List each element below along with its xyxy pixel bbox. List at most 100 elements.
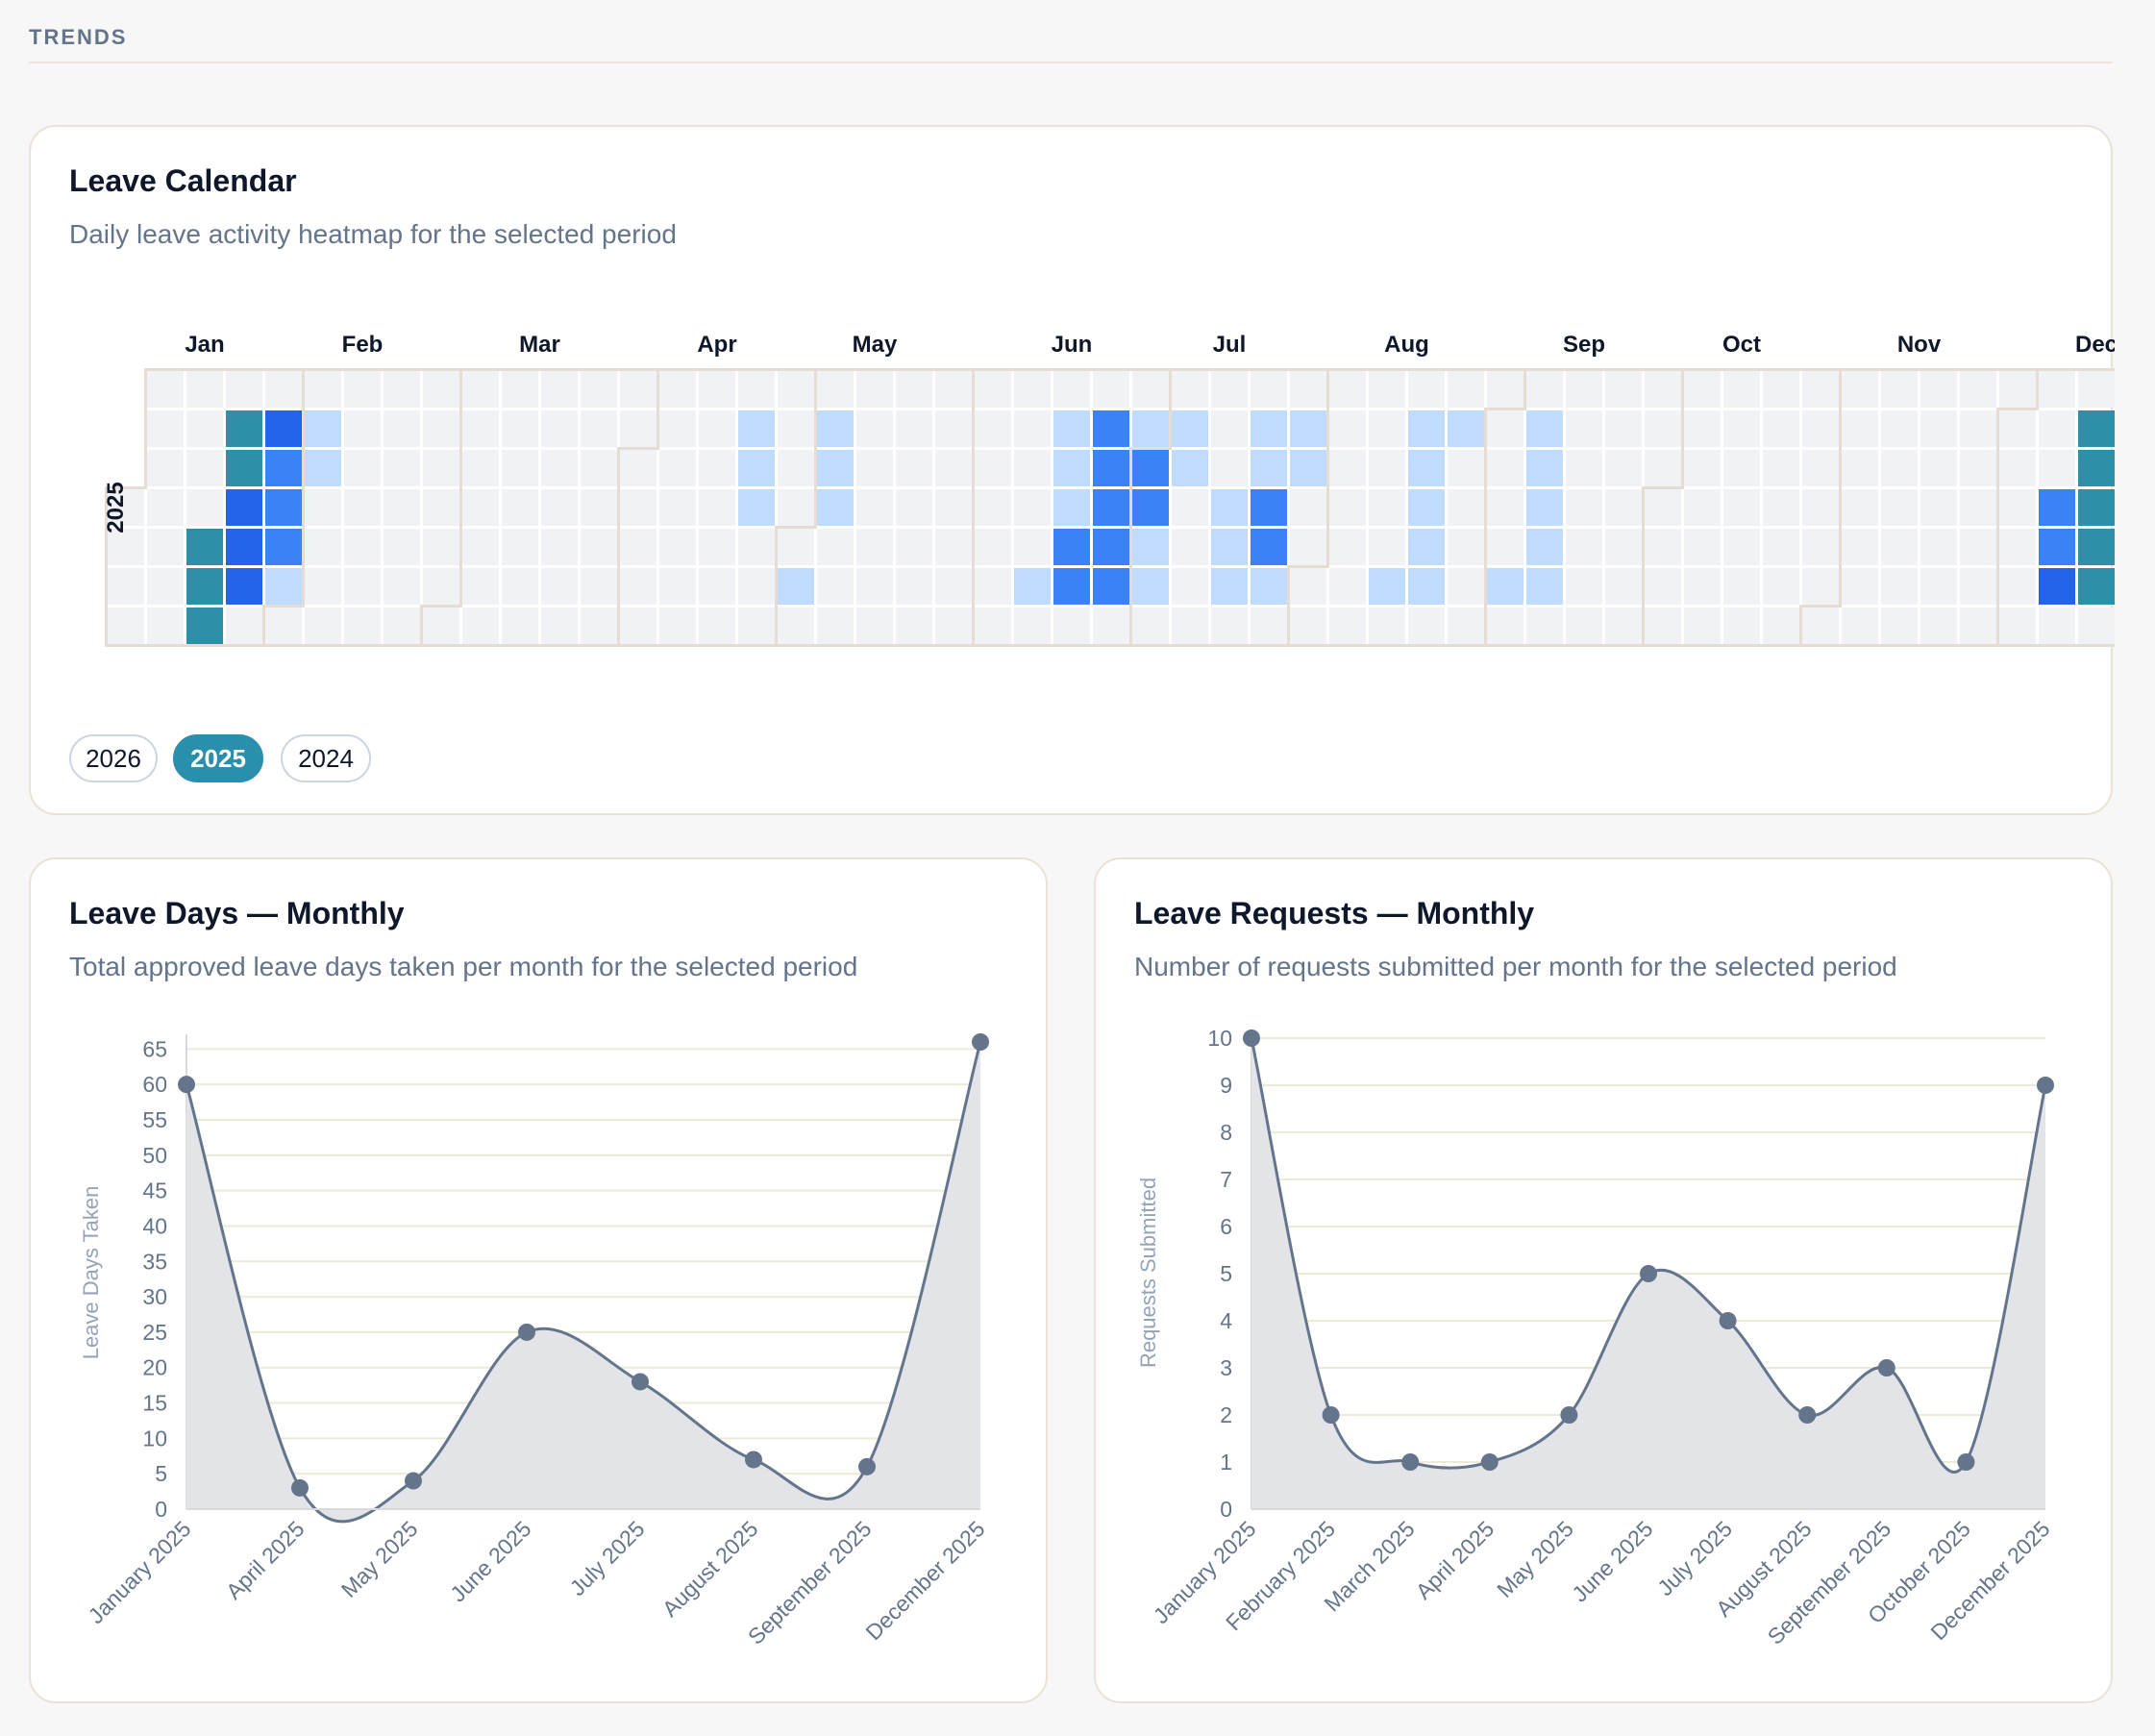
day-cell <box>935 489 972 526</box>
day-cell <box>1960 529 1996 565</box>
day-cell <box>186 608 223 644</box>
day-cell <box>1920 410 1957 447</box>
day-cell <box>896 371 932 408</box>
year-pill-2025[interactable]: 2025 <box>173 734 263 782</box>
day-cell <box>1251 568 1287 605</box>
day-cell <box>2039 529 2075 565</box>
day-cell <box>1290 410 1326 447</box>
day-cell <box>541 450 578 486</box>
day-cell <box>1842 608 1878 644</box>
day-cell <box>305 410 341 447</box>
day-cell <box>2039 371 2075 408</box>
day-cell <box>1920 568 1957 605</box>
card-subtitle: Number of requests submitted per month f… <box>1134 952 1897 981</box>
day-cell <box>305 608 341 644</box>
data-point <box>178 1076 195 1094</box>
day-cell <box>620 450 656 486</box>
day-cell <box>778 568 814 605</box>
section-title: TRENDS <box>29 25 128 49</box>
day-cell <box>2039 489 2075 526</box>
day-cell <box>975 489 1011 526</box>
y-tick-label: 3 <box>1220 1355 1232 1380</box>
day-cell <box>1290 608 1326 644</box>
day-cell <box>344 410 381 447</box>
month-label: Oct <box>1722 332 1761 358</box>
month-label: Nov <box>1897 332 1942 358</box>
month-labels: Jan Feb Mar Apr May Jun Jul Aug Sep Oct Nov Dec <box>185 332 2115 358</box>
day-cell <box>1172 371 1208 408</box>
day-cell <box>305 371 341 408</box>
day-cell <box>1723 450 1760 486</box>
y-tick-label: 35 <box>142 1249 167 1274</box>
day-cell <box>1723 568 1760 605</box>
day-cell <box>423 410 459 447</box>
day-cell <box>620 489 656 526</box>
day-cell <box>1526 608 1563 644</box>
day-cell <box>1802 568 1839 605</box>
day-cell <box>108 568 144 605</box>
day-cell <box>1408 489 1445 526</box>
day-cell <box>147 608 184 644</box>
day-cell <box>1408 529 1445 565</box>
day-cell <box>1802 410 1839 447</box>
day-cell <box>1526 529 1563 565</box>
data-point <box>405 1472 422 1490</box>
day-cell <box>699 371 735 408</box>
day-cell <box>541 489 578 526</box>
day-cell <box>738 450 775 486</box>
day-cell <box>659 371 696 408</box>
day-cell <box>659 529 696 565</box>
day-cell <box>896 489 932 526</box>
day-cell <box>1960 568 1996 605</box>
day-cell <box>147 568 184 605</box>
day-cell <box>935 450 972 486</box>
x-tick-label: May 2025 <box>336 1516 423 1602</box>
y-tick-label: 40 <box>142 1213 167 1238</box>
y-axis-title: Leave Days Taken <box>79 1186 103 1360</box>
day-cell <box>1408 608 1445 644</box>
day-cell <box>1526 410 1563 447</box>
x-tick-labels: January 2025 April 2025 May 2025 June 2025 J… <box>84 1516 990 1649</box>
day-cell <box>344 371 381 408</box>
year-pill-2026[interactable]: 2026 <box>69 734 158 782</box>
day-cell <box>1526 450 1563 486</box>
day-cell <box>1329 450 1366 486</box>
day-cell <box>1566 608 1602 644</box>
day-cell <box>462 410 499 447</box>
day-cell <box>305 529 341 565</box>
day-cell <box>659 568 696 605</box>
day-cell <box>1684 568 1721 605</box>
day-cell <box>1999 489 2036 526</box>
day-cell <box>1448 608 1484 644</box>
day-cell <box>1566 410 1602 447</box>
y-tick-label: 6 <box>1220 1214 1232 1239</box>
day-cell <box>778 410 814 447</box>
day-cell <box>1053 410 1090 447</box>
day-cell <box>1881 529 1918 565</box>
day-cell <box>226 450 262 486</box>
y-axis-title: Requests Submitted <box>1136 1178 1160 1368</box>
day-cell <box>1448 410 1484 447</box>
day-cell <box>462 489 499 526</box>
day-cell <box>502 529 538 565</box>
day-cell <box>186 529 223 565</box>
y-tick-label: 50 <box>142 1143 167 1168</box>
day-cell <box>1369 410 1405 447</box>
year-pill-2024[interactable]: 2024 <box>281 734 371 782</box>
day-cell <box>423 371 459 408</box>
day-cell <box>1881 450 1918 486</box>
day-cell <box>935 568 972 605</box>
card-title: Leave Calendar <box>69 163 297 198</box>
day-cell <box>581 568 617 605</box>
day-cell <box>226 489 262 526</box>
day-cell <box>502 568 538 605</box>
day-cell <box>1487 410 1523 447</box>
day-cell <box>1448 489 1484 526</box>
leave-days-chart: 0 5 10 15 20 25 30 35 40 45 50 55 60 65 January 2025 Ap… <box>79 1033 990 1649</box>
month-boundary <box>1642 369 1684 646</box>
day-cell <box>265 568 302 605</box>
day-cell <box>1999 568 2036 605</box>
day-cell <box>384 608 420 644</box>
day-cell <box>1684 489 1721 526</box>
